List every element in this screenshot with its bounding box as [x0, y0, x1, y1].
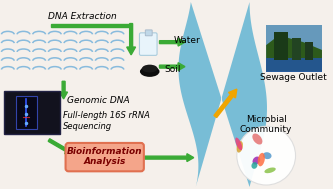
Text: Soil: Soil — [165, 65, 181, 74]
FancyArrow shape — [145, 154, 194, 162]
Ellipse shape — [264, 167, 276, 173]
Text: DNA Extraction: DNA Extraction — [48, 12, 117, 21]
Text: Water: Water — [173, 36, 200, 45]
Circle shape — [237, 126, 295, 185]
Polygon shape — [178, 2, 267, 187]
FancyArrow shape — [160, 63, 185, 70]
Polygon shape — [266, 35, 322, 71]
FancyBboxPatch shape — [66, 143, 144, 171]
Text: Bioinformation
Analysis: Bioinformation Analysis — [67, 147, 143, 166]
Ellipse shape — [235, 138, 242, 150]
Bar — [266, 25, 322, 71]
Bar — [4, 91, 60, 134]
Ellipse shape — [142, 65, 158, 73]
FancyBboxPatch shape — [145, 30, 152, 36]
Ellipse shape — [258, 153, 265, 166]
Bar — [305, 42, 313, 60]
FancyArrow shape — [51, 24, 131, 27]
Ellipse shape — [251, 162, 257, 169]
Ellipse shape — [237, 141, 243, 153]
FancyBboxPatch shape — [140, 33, 157, 55]
FancyArrow shape — [60, 81, 68, 99]
FancyArrow shape — [48, 139, 72, 154]
Text: Microbial
Community: Microbial Community — [240, 115, 292, 134]
Bar — [292, 38, 301, 60]
FancyArrow shape — [160, 38, 185, 46]
Text: Full-length 16S rRNA
Sequencing: Full-length 16S rRNA Sequencing — [63, 111, 150, 131]
Bar — [274, 32, 288, 60]
FancyArrow shape — [214, 89, 237, 118]
Bar — [16, 96, 37, 129]
Ellipse shape — [252, 133, 262, 145]
Ellipse shape — [140, 66, 160, 77]
FancyArrow shape — [127, 24, 136, 55]
Bar — [266, 58, 322, 71]
Ellipse shape — [252, 156, 260, 165]
Text: Sewage Outlet: Sewage Outlet — [260, 74, 327, 82]
Ellipse shape — [263, 152, 271, 159]
Text: Genomic DNA: Genomic DNA — [67, 96, 129, 105]
